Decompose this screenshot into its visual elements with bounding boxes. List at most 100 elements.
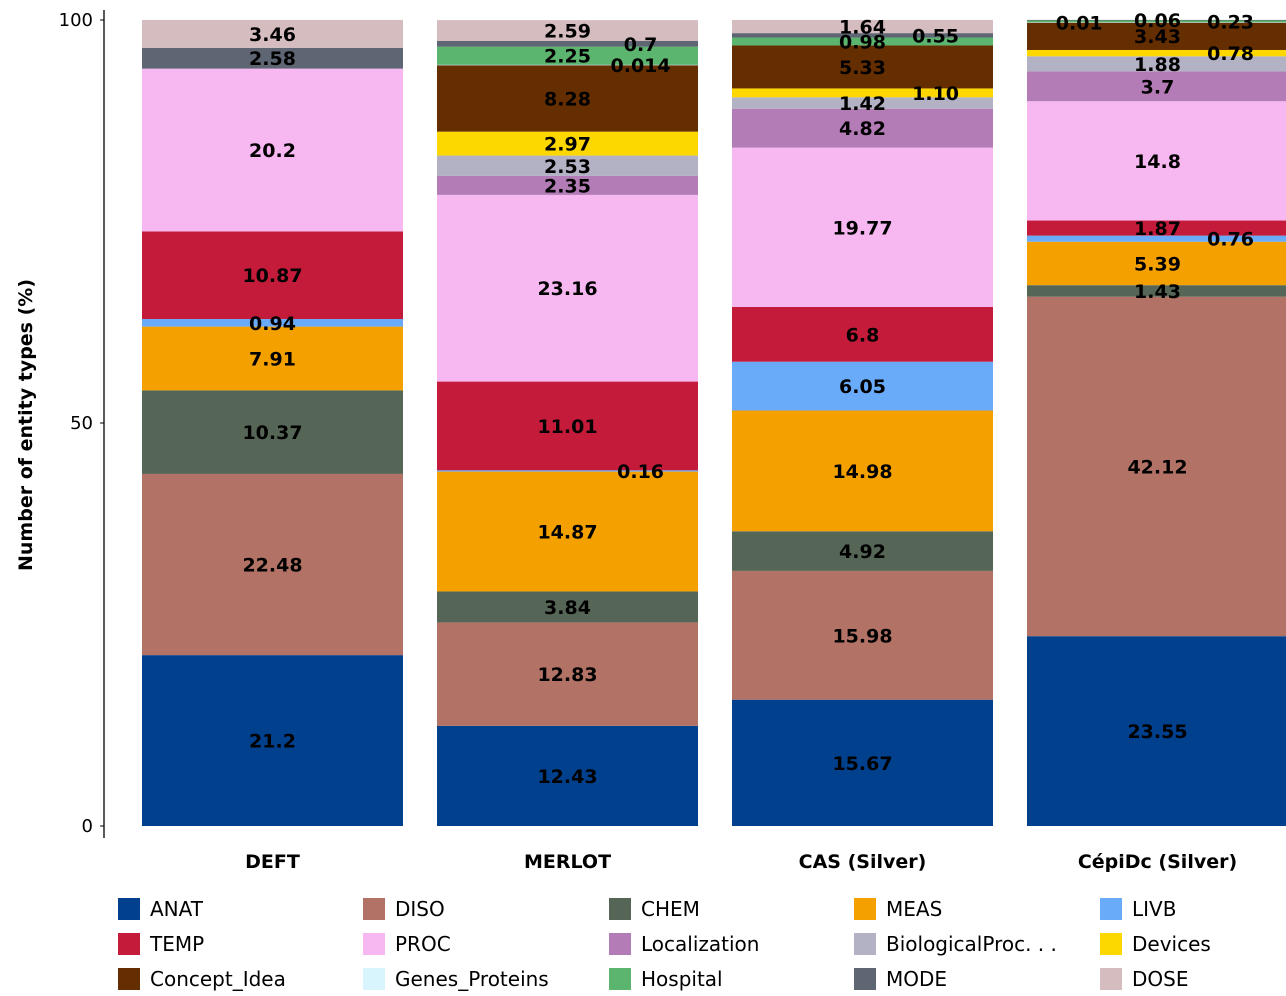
value-label: 0.16 [617,461,664,483]
value-label: 0.01 [1056,12,1103,34]
legend-label: Localization [641,932,759,956]
legend-swatch [363,933,385,955]
legend-swatch [118,968,140,990]
bar-segment-proc [437,194,698,382]
legend-label: Hospital [641,967,723,991]
bar-segment-meas [437,471,698,592]
value-label: 1.87 [1134,218,1181,240]
bar-segment-diso [1027,296,1286,637]
bar-segment-devices [437,131,698,156]
y-axis: 0 50 100 [59,10,105,838]
legend-swatch [609,898,631,920]
value-label: 14.8 [1134,151,1181,173]
value-label: 1.88 [1134,54,1181,76]
bar-segment-temp [437,381,698,471]
bar-segment-mode [1027,19,1286,21]
value-label: 0.014 [611,55,671,77]
value-label: 3.7 [1141,76,1175,98]
y-axis-label: Number of entity types (%) [15,279,37,571]
bar-segment-diso [142,473,403,656]
bar-segment-livb [732,361,993,411]
bar-segment-anat [437,725,698,826]
bar-segment-mode [732,33,993,38]
legend-label: Concept_Idea [150,967,286,991]
legend-label: PROC [395,932,451,956]
bar-segment-genesproteins [437,64,698,66]
value-label: 21.2 [249,731,296,753]
bar-segment-anat [142,655,403,826]
value-label: 1.10 [912,83,959,105]
bar-segment-genesproteins [1027,22,1286,23]
value-label: 6.8 [846,324,880,346]
bar-segment-localization [732,108,993,148]
legend-swatch [854,933,876,955]
bar-segment-temp [732,306,993,362]
bar-segment-mode [437,41,698,47]
bar-segment-biologicalproc [1027,56,1286,72]
bar-segment-chem [1027,285,1286,297]
value-label: 5.33 [839,57,886,79]
bar-segment-anat [732,699,993,826]
bar-segment-livb [142,319,403,327]
value-label: 3.46 [249,24,296,46]
bar-segment-hospital [437,46,698,65]
value-label: 10.37 [242,422,302,444]
value-label: 14.87 [537,522,597,544]
value-label: 23.16 [537,278,597,300]
legend-swatch [1100,933,1122,955]
value-label: 3.84 [544,597,591,619]
legend-swatch [1100,968,1122,990]
legend-swatch [609,933,631,955]
bar-segment-localization [437,175,698,195]
value-label: 19.77 [832,217,892,239]
value-labels: 21.2 22.48 10.37 7.91 0.94 10.87 20.2 2.583.46 1… [242,10,1254,788]
bar-segment-diso [437,622,698,726]
bar-segment-localization [1027,71,1286,102]
value-label: 23.55 [1127,721,1187,743]
category-label: MERLOT [524,851,611,873]
legend-swatch [118,898,140,920]
value-label: 42.12 [1127,456,1187,478]
bar-segment-meas [1027,241,1286,286]
value-label: 20.2 [249,140,296,162]
value-label: 4.82 [839,118,886,140]
bar-segment-biologicalproc [732,97,993,109]
bar-segment-mode [142,47,403,69]
legend-swatch [1100,898,1122,920]
bar-segment-chem [437,591,698,623]
value-label: 10.87 [242,265,302,287]
category-labels: DEFT MERLOT CAS (Silver) CépiDc (Silver) [245,851,1237,873]
bar-segment-dose [437,20,698,42]
value-label: 5.39 [1134,253,1181,275]
value-label: 1.42 [839,93,886,115]
value-label: 3.43 [1134,26,1181,48]
value-label: 0.23 [1207,11,1254,33]
legend-label: TEMP [149,932,204,956]
bar-segment-diso [732,570,993,700]
bars [142,19,1286,826]
value-label: 2.97 [544,134,591,156]
bar-segment-hospital [732,37,993,46]
value-label: 1.43 [1134,281,1181,303]
bar-segment-temp [142,231,403,320]
category-label: CépiDc (Silver) [1078,851,1237,873]
y-tick-label: 50 [70,413,93,434]
bar-segment-proc [732,147,993,307]
value-label: 2.59 [544,21,591,43]
bar-segment-biologicalproc [437,155,698,176]
value-label: 15.98 [832,625,892,647]
bar-segment-devices [732,88,993,98]
bar-segment-dose [142,19,403,48]
legend-label: CHEM [641,897,700,921]
legend-label: Genes_Proteins [395,967,549,991]
legend-swatch [363,968,385,990]
bar-segment-anat [1027,636,1286,826]
legend-label: DOSE [1132,967,1188,991]
bar-segment-conceptidea [732,45,993,89]
legend-swatch [363,898,385,920]
legend-label: DISO [395,897,445,921]
category-label: CAS (Silver) [799,851,927,873]
value-label: 2.58 [249,48,296,70]
bar-segment-temp [1027,220,1286,236]
legend-swatch [609,968,631,990]
